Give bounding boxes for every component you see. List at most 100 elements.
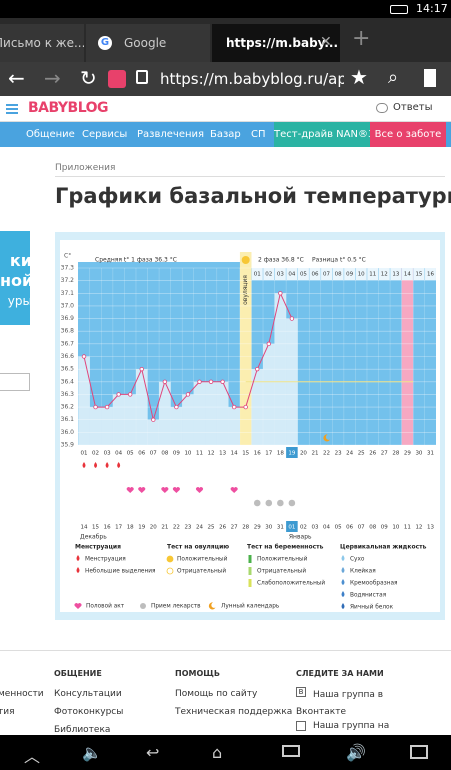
screenshot[interactable] bbox=[410, 745, 428, 759]
phase2-day: 10 bbox=[358, 272, 365, 278]
back[interactable]: ← bbox=[8, 66, 25, 90]
phase2-day: 13 bbox=[392, 272, 399, 278]
nav-promo[interactable]: Тест-драйв NAN®3 bbox=[274, 122, 374, 147]
nav-back[interactable]: ↩ bbox=[146, 743, 160, 762]
date-label: 01 bbox=[288, 525, 295, 531]
y-tick-label: 37.1 bbox=[61, 290, 75, 297]
date-label: 20 bbox=[150, 525, 157, 531]
legend-icon bbox=[248, 567, 252, 575]
bookmark-star[interactable]: ★ bbox=[350, 65, 368, 89]
nav-recent[interactable] bbox=[282, 745, 300, 757]
bookmarks[interactable] bbox=[424, 69, 436, 87]
answers-link[interactable]: Ответы bbox=[393, 102, 433, 113]
close-tab[interactable]: ✕ bbox=[320, 34, 332, 50]
phase2-day: 06 bbox=[312, 272, 319, 278]
menstruation-mark bbox=[94, 462, 98, 468]
footer-link[interactable]: Техническая поддержка bbox=[175, 707, 293, 717]
footer-link[interactable]: Наша группа в Вконтакте bbox=[296, 690, 384, 717]
fb-icon bbox=[296, 721, 306, 731]
nav-item[interactable]: СП bbox=[251, 129, 266, 140]
nav-item[interactable]: Развлечения bbox=[137, 129, 205, 140]
date-label: 30 bbox=[265, 525, 272, 531]
day-label: 21 bbox=[312, 451, 319, 457]
legend-item: Слабоположительный bbox=[257, 580, 325, 587]
status-bar: 14:17 bbox=[0, 0, 451, 18]
date-label: 24 bbox=[196, 525, 203, 531]
footer-link[interactable]: тия bbox=[0, 707, 15, 717]
temperature-point bbox=[185, 392, 191, 397]
phase2-day: 05 bbox=[300, 272, 307, 278]
date-label: 31 bbox=[277, 525, 284, 531]
phase2-day-cell bbox=[297, 268, 309, 280]
input-box[interactable] bbox=[0, 373, 30, 391]
nav-up[interactable]: ︿ bbox=[24, 747, 41, 766]
y-tick-label: 37.2 bbox=[61, 277, 75, 284]
temperature-point bbox=[104, 404, 110, 410]
phase2-day: 11 bbox=[369, 272, 376, 278]
breadcrumb[interactable]: Приложения bbox=[55, 163, 445, 177]
date-label: 29 bbox=[254, 525, 261, 531]
day-label: 20 bbox=[300, 451, 307, 457]
temperature-point bbox=[220, 379, 225, 384]
day-label: 23 bbox=[335, 451, 342, 457]
y-unit: C° bbox=[64, 253, 71, 260]
nav-promo[interactable]: Все о заботе bbox=[370, 122, 446, 147]
sex-mark bbox=[196, 487, 203, 493]
moon-mark bbox=[323, 434, 331, 442]
time: 14:17 bbox=[416, 2, 448, 15]
tab[interactable]: Письмо к же... bbox=[0, 24, 84, 62]
footer-link[interactable]: Наша группа на bbox=[313, 721, 390, 731]
legend-item: Небольшие выделения bbox=[85, 569, 156, 575]
day-label: 25 bbox=[358, 451, 365, 457]
day-label: 28 bbox=[392, 451, 399, 457]
banner[interactable]: ки ной уры bbox=[0, 231, 30, 325]
system-nav-bar: ︿ 🔈 ↩ ⌂ 🔊 bbox=[0, 735, 451, 770]
legend-item: Менструация bbox=[85, 557, 126, 563]
battery-icon bbox=[390, 5, 408, 14]
phase2-day: 12 bbox=[381, 272, 388, 278]
menstruation-mark bbox=[82, 462, 86, 468]
search[interactable]: ⌕ bbox=[388, 67, 399, 88]
nav-item[interactable]: Сервисы bbox=[82, 129, 128, 140]
volume-up[interactable]: 🔊 bbox=[346, 743, 366, 762]
nav-home[interactable]: ⌂ bbox=[212, 743, 223, 762]
menu-icon[interactable] bbox=[6, 104, 18, 106]
phase2-day: 16 bbox=[427, 272, 434, 278]
y-tick-label: 36.4 bbox=[61, 378, 75, 385]
legend-icon bbox=[208, 602, 216, 610]
month-label: Декабрь bbox=[80, 534, 107, 541]
url[interactable]: https://m.babyblog.ru/app/l bbox=[160, 70, 344, 88]
forward[interactable]: → bbox=[44, 66, 61, 90]
day-label: 26 bbox=[369, 451, 376, 457]
phase2-day-cell bbox=[274, 268, 286, 280]
banner-text: ки bbox=[9, 251, 30, 270]
temperature-point bbox=[197, 379, 202, 384]
day-label: 12 bbox=[208, 451, 215, 457]
nav-item[interactable]: Базар bbox=[210, 129, 241, 140]
medication-mark bbox=[253, 499, 262, 507]
new-tab[interactable]: + bbox=[352, 26, 371, 51]
temp-column bbox=[101, 407, 113, 445]
volume-down[interactable]: 🔈 bbox=[82, 743, 102, 762]
tab-title: https://m.baby... bbox=[226, 36, 339, 50]
tab-active[interactable]: https://m.baby... bbox=[212, 24, 340, 62]
footer-link[interactable]: менности bbox=[0, 689, 44, 699]
y-tick-label: 37.0 bbox=[61, 302, 75, 309]
logo[interactable]: BABYBLOG bbox=[28, 100, 109, 116]
legend-icon bbox=[248, 555, 252, 563]
tab-title: Google bbox=[124, 36, 167, 50]
google-icon: G bbox=[98, 36, 112, 50]
footer-link[interactable]: Помощь по сайту bbox=[175, 689, 258, 699]
temperature-point bbox=[127, 392, 133, 397]
month-label: Январь bbox=[289, 534, 312, 541]
date-label: 04 bbox=[323, 525, 330, 531]
temp-column bbox=[205, 381, 217, 445]
footer-link[interactable]: Фотоконкурсы bbox=[54, 707, 124, 717]
footer-link[interactable]: Консультации bbox=[54, 689, 122, 699]
footer-link[interactable]: Библиотека bbox=[54, 725, 111, 735]
date-label: 13 bbox=[427, 525, 434, 531]
nav-item[interactable]: Общение bbox=[26, 129, 75, 140]
reload[interactable]: ↻ bbox=[80, 66, 97, 90]
legend-item: Прием лекарств bbox=[151, 604, 201, 610]
